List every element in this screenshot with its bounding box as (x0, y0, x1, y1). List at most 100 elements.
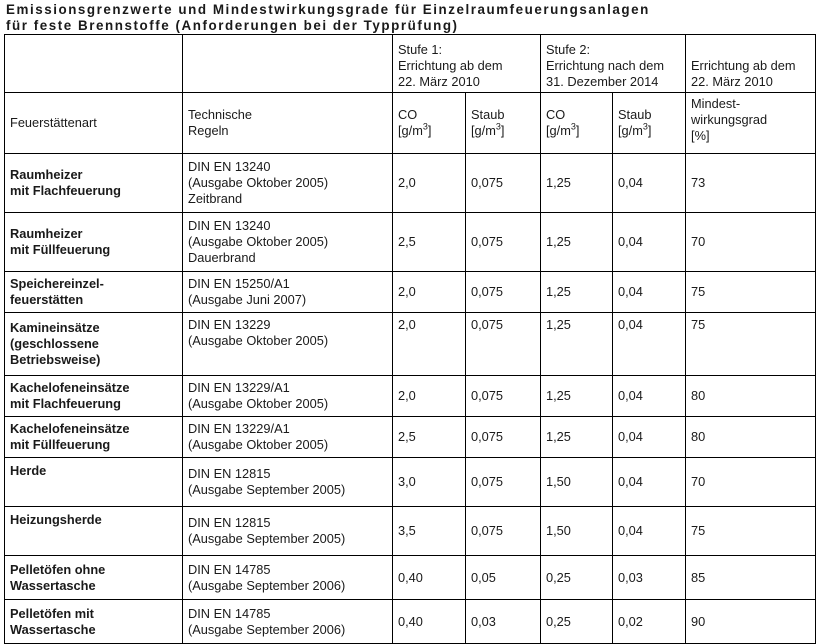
header-stufe2: Stufe 2: Errichtung nach dem 31. Dezembe… (539, 34, 687, 93)
table-row: Raumheizer mit Flachfeuerung DIN EN 1324… (4, 153, 817, 213)
art-line: (geschlossene (10, 336, 99, 351)
cell-staub-stufe1: 0,05 (465, 555, 541, 600)
cell-staub-stufe1: 0,075 (465, 457, 541, 507)
header-errichtung: Errichtung ab dem 22. März 2010 (685, 34, 817, 93)
header-regeln-line: Regeln (188, 123, 229, 138)
art-line: Herde (10, 463, 47, 478)
cell-feuerstaettenart: Kachelofeneinsätze mit Füllfeuerung (4, 416, 183, 458)
art-line: mit Füllfeuerung (10, 437, 111, 452)
cell-regeln: DIN EN 13240 (Ausgabe Oktober 2005) Zeit… (182, 153, 393, 213)
cell-staub-stufe1: 0,075 (465, 506, 541, 556)
regeln-line: (Ausgabe September 2005) (188, 482, 346, 497)
cell-wirkungsgrad: 85 (685, 555, 817, 600)
table-row: Kamineinsätze (geschlossene Betriebsweis… (4, 312, 817, 376)
art-line: mit Flachfeuerung (10, 396, 121, 411)
cell-wirkungsgrad: 80 (685, 375, 817, 417)
art-line: Speichereinzel- (10, 276, 104, 291)
cell-feuerstaettenart: Raumheizer mit Flachfeuerung (4, 153, 183, 213)
cell-staub-stufe2: 0,04 (611, 416, 687, 458)
header-empty-cell (182, 34, 393, 93)
cell-regeln: DIN EN 13229/A1 (Ausgabe Oktober 2005) (182, 375, 393, 417)
table-row: Herde DIN EN 12815 (Ausgabe September 20… (4, 457, 817, 507)
header-stufe1: Stufe 1: Errichtung ab dem 22. März 2010 (392, 34, 541, 93)
cell-co-stufe2: 1,25 (540, 271, 613, 313)
header-unit: [g/m3] (546, 121, 580, 138)
table-row: Kachelofeneinsätze mit Füllfeuerung DIN … (4, 416, 817, 458)
cell-staub-stufe2: 0,04 (611, 506, 687, 556)
cell-co-stufe2: 1,25 (540, 212, 613, 272)
cell-staub-stufe1: 0,075 (465, 153, 541, 213)
cell-co-stufe1: 2,0 (392, 375, 466, 417)
cell-co-stufe1: 0,40 (392, 599, 466, 644)
cell-wirkungsgrad: 75 (685, 312, 817, 376)
cell-wirkungsgrad: 70 (685, 457, 817, 507)
art-line: Wassertasche (10, 577, 96, 593)
regeln-line: (Ausgabe Oktober 2005) (188, 234, 329, 249)
regeln-line: DIN EN 15250/A1 (188, 276, 290, 291)
table-row: Pelletöfen mit Wassertasche DIN EN 14785… (4, 599, 817, 644)
regeln-line: DIN EN 12815 (188, 466, 271, 481)
cell-co-stufe1: 3,0 (392, 457, 466, 507)
errichtung-line: 22. März 2010 (691, 74, 773, 89)
header-empty-cell (4, 34, 183, 93)
cell-staub-stufe2: 0,04 (611, 375, 687, 417)
header-co-stufe2: CO [g/m3] (540, 92, 613, 154)
cell-co-stufe2: 1,50 (540, 457, 613, 507)
cell-co-stufe1: 2,0 (392, 312, 466, 376)
cell-wirkungsgrad: 70 (685, 212, 817, 272)
stufe2-line: Errichtung nach dem (546, 58, 665, 73)
stufe1-line: Errichtung ab dem (398, 58, 503, 73)
cell-co-stufe2: 1,25 (540, 416, 613, 458)
regeln-line: (Ausgabe Oktober 2005) (188, 396, 329, 411)
cell-wirkungsgrad: 73 (685, 153, 817, 213)
regeln-line: (Ausgabe Oktober 2005) (188, 175, 329, 190)
art-line: feuerstätten (10, 292, 84, 307)
header-wg-line: wirkungsgrad (691, 112, 768, 127)
regeln-line: DIN EN 13240 (188, 218, 271, 233)
cell-regeln: DIN EN 14785 (Ausgabe September 2006) (182, 555, 393, 600)
header-row-stages: Stufe 1: Errichtung ab dem 22. März 2010… (4, 34, 817, 93)
regeln-line: (Ausgabe Juni 2007) (188, 292, 307, 307)
regeln-line: (Ausgabe Oktober 2005) (188, 437, 329, 452)
header-row-columns: Feuerstättenart Technische Regeln CO [g/… (4, 92, 817, 154)
stufe2-line: 31. Dezember 2014 (546, 74, 659, 89)
cell-co-stufe1: 2,0 (392, 271, 466, 313)
title-line-2: für feste Brennstoffe (Anforderungen bei… (6, 17, 459, 33)
cell-staub-stufe2: 0,04 (611, 457, 687, 507)
cell-regeln: DIN EN 13229 (Ausgabe Oktober 2005) (182, 312, 393, 376)
art-line: Pelletöfen mit (10, 605, 94, 621)
art-line: Betriebsweise) (10, 352, 101, 367)
table-row: Raumheizer mit Füllfeuerung DIN EN 13240… (4, 212, 817, 272)
art-line: mit Füllfeuerung (10, 242, 111, 257)
cell-co-stufe2: 1,50 (540, 506, 613, 556)
table-row: Speichereinzel- feuerstätten DIN EN 1525… (4, 271, 817, 313)
cell-feuerstaettenart: Speichereinzel- feuerstätten (4, 271, 183, 313)
cell-staub-stufe1: 0,03 (465, 599, 541, 644)
cell-staub-stufe1: 0,075 (465, 375, 541, 417)
cell-wirkungsgrad: 80 (685, 416, 817, 458)
regeln-line: (Ausgabe September 2005) (188, 531, 346, 546)
header-regeln-line: Technische (188, 107, 253, 122)
art-line: Kachelofeneinsätze (10, 380, 130, 395)
cell-regeln: DIN EN 15250/A1 (Ausgabe Juni 2007) (182, 271, 393, 313)
stufe1-line: 22. März 2010 (398, 74, 480, 89)
regeln-line: DIN EN 13229 (188, 317, 271, 332)
art-line: Pelletöfen ohne (10, 561, 106, 577)
cell-staub-stufe1: 0,075 (465, 212, 541, 272)
regeln-line: DIN EN 13240 (188, 159, 271, 174)
table-row: Heizungsherde DIN EN 12815 (Ausgabe Sept… (4, 506, 817, 556)
header-staub-stufe1: Staub [g/m3] (465, 92, 541, 154)
cell-co-stufe1: 0,40 (392, 555, 466, 600)
cell-feuerstaettenart: Pelletöfen ohne Wassertasche (4, 555, 183, 600)
regeln-line: DIN EN 13229/A1 (188, 380, 290, 395)
table-row: Kachelofeneinsätze mit Flachfeuerung DIN… (4, 375, 817, 417)
cell-staub-stufe2: 0,04 (611, 271, 687, 313)
cell-regeln: DIN EN 12815 (Ausgabe September 2005) (182, 506, 393, 556)
header-technische-regeln: Technische Regeln (182, 92, 393, 154)
regeln-line: DIN EN 12815 (188, 515, 271, 530)
header-staub-label: Staub (471, 107, 505, 122)
stufe1-line: Stufe 1: (398, 42, 443, 57)
art-line: Raumheizer (10, 167, 83, 182)
cell-staub-stufe1: 0,075 (465, 416, 541, 458)
cell-regeln: DIN EN 12815 (Ausgabe September 2005) (182, 457, 393, 507)
